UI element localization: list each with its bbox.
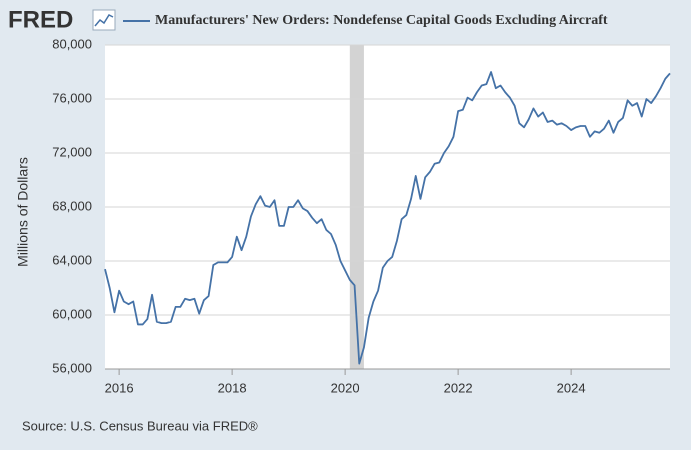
y-tick-label: 68,000 [52,198,92,213]
y-tick-label: 80,000 [52,36,92,51]
y-tick-label: 56,000 [52,360,92,375]
logo-icon [92,9,116,31]
y-tick-label: 60,000 [52,306,92,321]
x-tick-label: 2024 [557,380,586,395]
x-tick-label: 2018 [218,380,247,395]
y-tick-label: 72,000 [52,144,92,159]
x-tick-label: 2020 [331,380,360,395]
logo: FRED [8,6,73,33]
x-tick-label: 2022 [444,380,473,395]
y-axis-label: Millions of Dollars [15,157,31,267]
y-tick-label: 76,000 [52,90,92,105]
y-tick-label: 64,000 [52,252,92,267]
series-line [104,71,671,365]
source: Source: U.S. Census Bureau via FRED® [22,418,258,433]
x-tick-label: 2016 [105,380,134,395]
legend-label: Manufacturers' New Orders: Nondefense Ca… [155,13,608,28]
